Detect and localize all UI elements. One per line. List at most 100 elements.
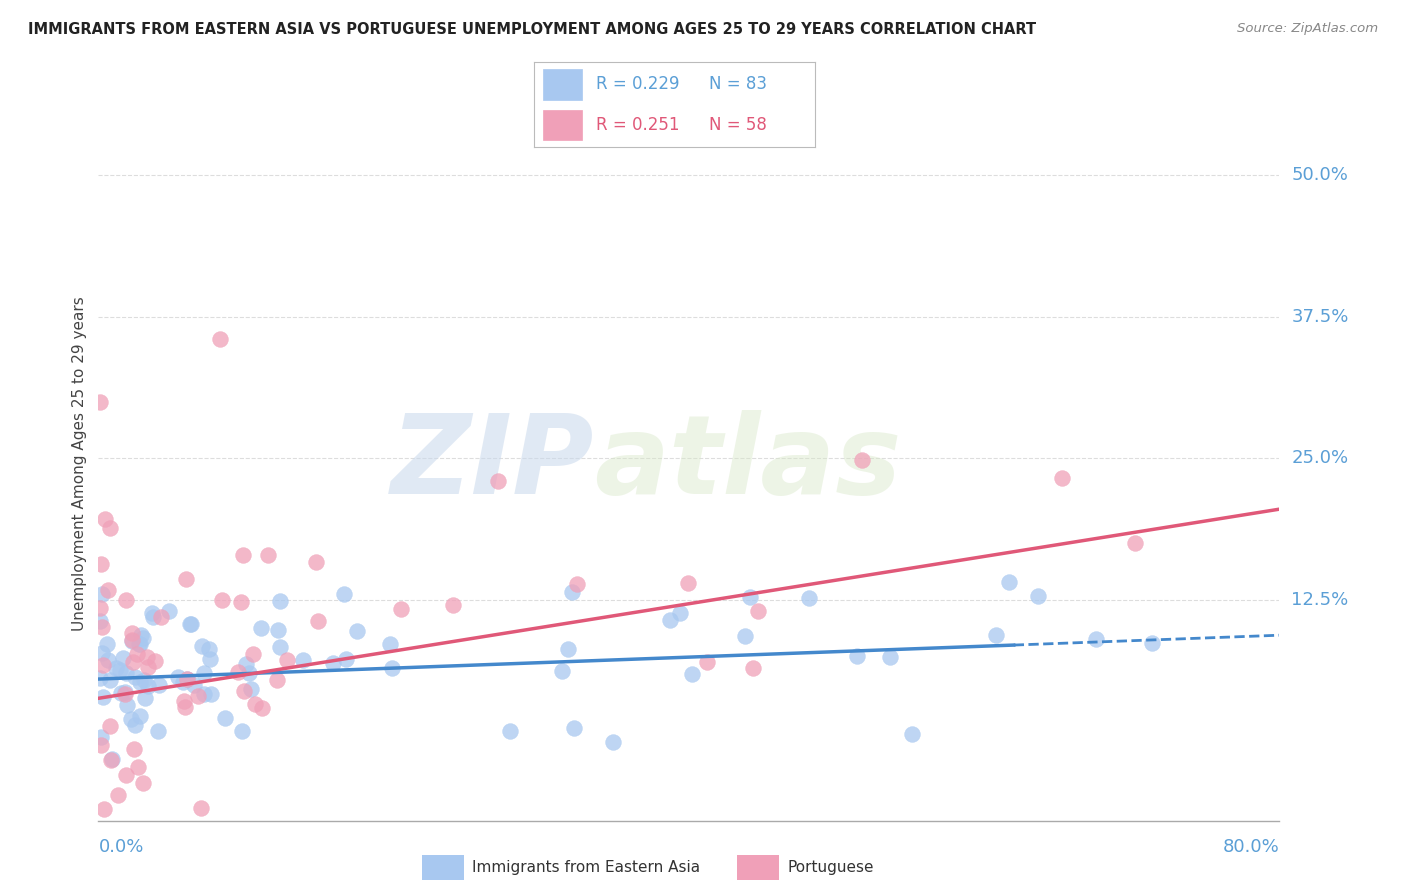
- Point: [658, 613, 681, 627]
- Point: [486, 474, 509, 488]
- Point: [136, 660, 159, 674]
- Point: [97, 653, 120, 667]
- Point: [121, 632, 143, 647]
- Point: [124, 742, 146, 756]
- Point: [232, 548, 254, 562]
- Point: [307, 614, 329, 628]
- Point: [208, 332, 231, 346]
- Point: [734, 629, 756, 643]
- Point: [845, 648, 868, 663]
- Point: [742, 660, 765, 674]
- Point: [136, 650, 159, 665]
- Point: [346, 624, 368, 638]
- Bar: [737, 855, 779, 880]
- Point: [1123, 536, 1146, 550]
- Point: [179, 617, 201, 632]
- Point: [557, 641, 579, 656]
- Point: [198, 642, 221, 657]
- Point: [89, 615, 111, 629]
- Point: [111, 651, 134, 665]
- Point: [115, 767, 138, 781]
- Point: [389, 602, 412, 616]
- Point: [90, 730, 112, 744]
- Point: [101, 752, 124, 766]
- Point: [602, 735, 624, 749]
- Point: [122, 655, 145, 669]
- Point: [173, 700, 195, 714]
- Point: [114, 687, 136, 701]
- Point: [100, 753, 122, 767]
- Text: Portuguese: Portuguese: [787, 860, 875, 875]
- Point: [740, 591, 762, 605]
- Point: [96, 637, 118, 651]
- Point: [89, 600, 111, 615]
- Point: [132, 632, 155, 646]
- Point: [292, 653, 315, 667]
- Point: [269, 593, 291, 607]
- Point: [851, 453, 873, 467]
- Point: [176, 672, 198, 686]
- Point: [157, 604, 180, 618]
- Point: [121, 626, 143, 640]
- Point: [90, 646, 112, 660]
- Text: R = 0.229: R = 0.229: [596, 75, 679, 93]
- Point: [250, 621, 273, 635]
- Point: [1026, 589, 1049, 603]
- Point: [149, 609, 172, 624]
- Point: [115, 593, 138, 607]
- Point: [238, 666, 260, 681]
- Point: [180, 617, 202, 632]
- Point: [167, 671, 190, 685]
- Point: [134, 673, 156, 687]
- Point: [380, 637, 402, 651]
- Point: [200, 687, 222, 701]
- Point: [172, 675, 194, 690]
- Point: [124, 717, 146, 731]
- Point: [333, 587, 356, 601]
- Text: 0.0%: 0.0%: [98, 838, 143, 855]
- Text: R = 0.251: R = 0.251: [596, 116, 679, 134]
- Point: [148, 677, 170, 691]
- Point: [681, 667, 703, 681]
- Text: 12.5%: 12.5%: [1291, 591, 1348, 608]
- Bar: [422, 855, 464, 880]
- Point: [276, 653, 298, 667]
- Point: [193, 687, 215, 701]
- Text: 80.0%: 80.0%: [1223, 838, 1279, 855]
- Point: [231, 594, 253, 608]
- Point: [120, 712, 142, 726]
- Point: [107, 788, 129, 802]
- Bar: [543, 70, 582, 100]
- Point: [269, 640, 291, 654]
- Text: IMMIGRANTS FROM EASTERN ASIA VS PORTUGUESE UNEMPLOYMENT AMONG AGES 25 TO 29 YEAR: IMMIGRANTS FROM EASTERN ASIA VS PORTUGUE…: [28, 22, 1036, 37]
- Point: [190, 800, 212, 814]
- Point: [131, 628, 153, 642]
- Point: [176, 672, 198, 686]
- Text: Immigrants from Eastern Asia: Immigrants from Eastern Asia: [472, 860, 700, 875]
- Point: [984, 628, 1007, 642]
- Point: [141, 606, 163, 620]
- Point: [747, 604, 769, 618]
- Text: N = 58: N = 58: [709, 116, 766, 134]
- Point: [93, 802, 115, 816]
- Point: [91, 657, 114, 672]
- Point: [243, 697, 266, 711]
- Point: [90, 620, 112, 634]
- Point: [441, 598, 464, 612]
- Point: [250, 700, 273, 714]
- Point: [267, 624, 290, 638]
- Y-axis label: Unemployment Among Ages 25 to 29 years: Unemployment Among Ages 25 to 29 years: [72, 296, 87, 632]
- Point: [142, 610, 165, 624]
- Point: [233, 683, 256, 698]
- Point: [98, 719, 121, 733]
- Point: [257, 548, 280, 562]
- Point: [134, 690, 156, 705]
- Point: [174, 572, 197, 586]
- Point: [121, 633, 143, 648]
- Point: [381, 660, 404, 674]
- Bar: [543, 110, 582, 140]
- Point: [235, 657, 257, 672]
- Point: [143, 654, 166, 668]
- Point: [191, 640, 214, 654]
- Point: [214, 711, 236, 725]
